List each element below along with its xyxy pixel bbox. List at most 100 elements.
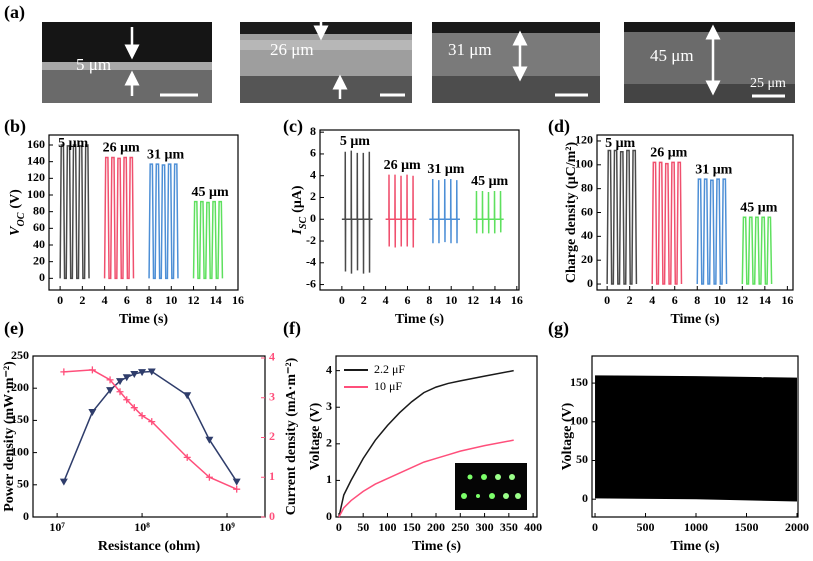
area [595,375,797,502]
series-label: 31 μm [427,162,464,177]
y-tick-label: 120 [575,133,593,147]
y-tick-label: 0 [587,276,593,290]
y2-tick-label: 3 [269,389,275,403]
marker [205,436,214,444]
thickness-label: 26 μm [270,40,314,59]
y-tick-label: -2 [306,233,316,247]
marker [60,368,68,376]
x-tick-label: 200 [427,520,445,534]
y-axis-subscript: OC [16,212,27,226]
annotation: 4000 cycles [729,364,786,378]
y2-tick-label: 4 [269,350,275,364]
scale-bar-label: 25 μm [750,76,786,91]
y-tick-label: 160 [27,137,45,151]
marker [123,396,131,404]
series-label: 5 μm [605,136,635,151]
line [192,200,224,280]
plot-frame [591,355,799,518]
y-tick-label: 8 [310,124,316,138]
y-tick-label: 0 [310,211,316,225]
y-axis-label: VOC (V) [8,189,27,236]
x-tick-label: 300 [476,520,494,534]
x-tick-label: 0 [336,520,342,534]
sem-image: 45 μm 25 μm [624,22,795,103]
marker [88,409,97,417]
thickness-label: 5 μm [76,55,111,74]
thickness-label: 45 μm [650,46,694,65]
y-axis-label: Current density (mA·m⁻²) [284,357,299,515]
y-axis-symbol: V [8,225,23,236]
line [338,439,514,518]
x-tick-label: 16 [511,293,523,307]
marker [130,371,139,379]
marker [148,418,156,426]
y-tick-label: 20 [581,252,593,266]
line [59,144,90,280]
y-tick-label: 100 [27,187,45,201]
x-axis-label: Time (s) [119,312,168,327]
x-tick-label: 12 [188,293,200,307]
legend-label: 10 μF [374,379,402,393]
marker [106,387,115,395]
series-label: 26 μm [103,141,140,156]
x-tick-label: 14 [210,293,222,307]
marker [116,388,124,396]
x-tick-label: 1500 [735,520,759,534]
x-tick-label: 350 [500,520,518,534]
x-tick-label: 10 [714,293,726,307]
series-label: 45 μm [740,200,777,215]
line [103,156,135,280]
panel-label: (g) [548,318,569,339]
marker [232,478,241,486]
series-label: 5 μm [58,136,88,151]
sem-image: 5 μm [42,22,212,103]
line [651,161,683,285]
x-axis-label: Time (s) [395,312,444,327]
panel-label: (f) [283,318,301,339]
marker [116,378,125,386]
y-tick-label: 0 [23,509,29,523]
y-tick-label: 120 [27,170,45,184]
x-tick-label: 2 [627,293,633,307]
marker [122,374,131,382]
y-tick-label: 80 [33,203,45,217]
x-tick-label: 16 [232,293,244,307]
y-tick-label: 150 [570,375,588,389]
line [148,163,179,280]
marker [183,453,191,461]
x-tick-label: 500 [637,520,655,534]
y-axis-label: ISC (μA) [290,185,309,235]
y-tick-label: 4 [326,362,332,376]
x-tick-label: 4 [649,293,655,307]
thickness-label: 31 μm [448,40,492,59]
y-tick-label: 250 [11,348,29,362]
y-tick-label: 0 [326,509,332,523]
x-tick-label: 14 [759,293,771,307]
x-axis-label: Time (s) [412,539,461,554]
x-tick-label: 14 [489,293,501,307]
y-tick-label: 80 [581,180,593,194]
y-axis-symbol: I [290,229,305,236]
series-label: 45 μm [192,185,229,200]
panel-label: (c) [283,116,303,137]
x-tick-label: 10 [445,293,457,307]
x-axis-label: Resistance (ohm) [98,539,201,554]
y-axis-subscript: SC [298,217,309,230]
x-tick-label: 150 [403,520,421,534]
y-tick-label: 200 [11,380,29,394]
marker [138,412,146,420]
series-label: 5 μm [340,134,370,149]
x-tick-label: 4 [102,293,108,307]
x-tick-label: 6 [404,293,410,307]
x-tick-label: 12 [467,293,479,307]
x-tick-label: 8 [694,293,700,307]
x-tick-label: 2000 [785,520,809,534]
x-tick-label: 8 [426,293,432,307]
y2-tick-label: 1 [269,469,275,483]
line [473,190,504,234]
x-tick-label: 6 [124,293,130,307]
line [338,369,514,518]
x-tick-label: 12 [736,293,748,307]
